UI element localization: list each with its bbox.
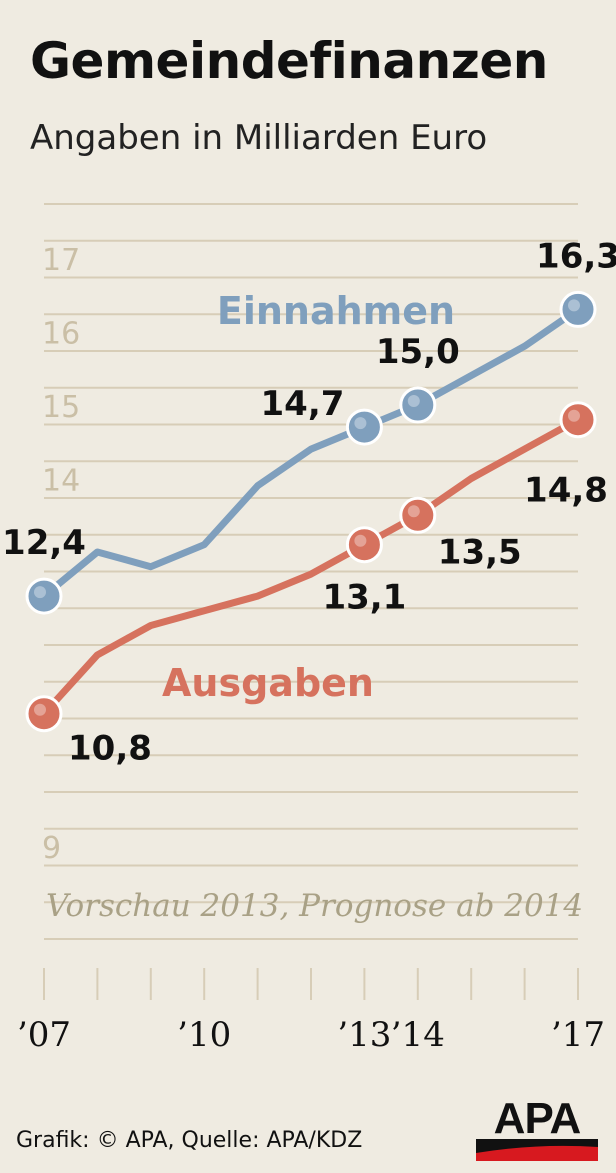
- ausgaben-series-label: Ausgaben: [162, 661, 374, 705]
- einnahmen-data-label: 16,3: [536, 236, 616, 276]
- ausgaben-point: [345, 526, 383, 564]
- ausgaben-point-highlight: [34, 703, 46, 716]
- y-tick-label: 16: [42, 317, 80, 352]
- apa-logo-text: APA: [494, 1095, 581, 1143]
- y-tick-label: 17: [42, 243, 80, 278]
- ausgaben-data-label: 13,5: [438, 532, 522, 572]
- einnahmen-data-label: 15,0: [376, 332, 460, 372]
- ausgaben-point-highlight: [354, 534, 367, 547]
- ausgaben-point: [25, 695, 63, 733]
- forecast-note: Vorschau 2013, Prognose ab 2014: [46, 888, 583, 924]
- ausgaben-data-label: 13,1: [322, 578, 406, 618]
- y-tick-label: 14: [42, 464, 80, 499]
- x-tick-label: ’13: [337, 1015, 391, 1055]
- chart-title: Gemeindefinanzen: [30, 32, 548, 90]
- ausgaben-data-label: 14,8: [524, 471, 608, 511]
- ausgaben-point-highlight: [407, 505, 420, 518]
- einnahmen-point: [25, 577, 63, 615]
- einnahmen-series-label: Einnahmen: [217, 289, 455, 333]
- einnahmen-point: [345, 408, 383, 446]
- einnahmen-data-label: 12,4: [2, 523, 86, 563]
- ausgaben-point: [559, 401, 597, 439]
- y-tick-label: 15: [42, 390, 80, 425]
- line-chart: 9 14 15 16 17 Vorschau 2013, Prognose ab 2014…: [2, 203, 616, 1055]
- einnahmen-point-highlight: [34, 586, 46, 599]
- einnahmen-point-highlight: [354, 417, 367, 430]
- einnahmen-point: [559, 290, 597, 328]
- einnahmen-point-highlight: [568, 299, 580, 312]
- chart-subtitle: Angaben in Milliarden Euro: [30, 118, 488, 158]
- y-tick-label: 9: [42, 831, 61, 866]
- source-credit: Grafik: © APA, Quelle: APA/KDZ: [16, 1128, 363, 1153]
- ausgaben-data-label: 10,8: [68, 729, 152, 769]
- apa-logo: APA: [476, 1095, 598, 1161]
- x-tick-label: ’10: [177, 1015, 231, 1055]
- ausgaben-line: [40, 416, 582, 718]
- einnahmen-line: [40, 305, 582, 600]
- x-tick-label: ’14: [391, 1015, 445, 1055]
- x-tick-label: ’07: [17, 1015, 71, 1055]
- ausgaben-point-highlight: [568, 409, 580, 422]
- x-tick-label: ’17: [551, 1015, 605, 1055]
- einnahmen-point-highlight: [407, 395, 420, 407]
- apa-logo-swoosh-cut: [476, 1139, 598, 1153]
- einnahmen-data-label: 14,7: [261, 384, 345, 424]
- ausgaben-point: [399, 496, 437, 534]
- einnahmen-point: [399, 386, 437, 424]
